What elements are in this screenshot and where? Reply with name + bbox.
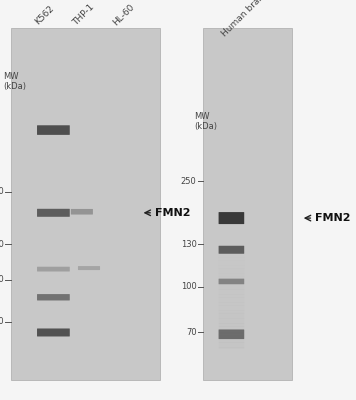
Text: 130: 130 [180,240,197,249]
Text: MW
(kDa): MW (kDa) [4,72,27,91]
Text: Human brain: Human brain [220,0,268,39]
Text: THP-1: THP-1 [72,2,96,27]
Text: K562: K562 [33,4,56,26]
FancyBboxPatch shape [37,328,70,336]
Text: 100: 100 [0,275,4,284]
FancyBboxPatch shape [71,209,93,214]
FancyBboxPatch shape [37,267,70,272]
Text: 70: 70 [186,328,197,337]
Text: 130: 130 [0,240,4,249]
FancyBboxPatch shape [203,28,292,380]
FancyBboxPatch shape [219,330,244,339]
FancyBboxPatch shape [219,279,244,284]
FancyBboxPatch shape [37,294,70,300]
Text: FMN2: FMN2 [155,208,190,218]
FancyBboxPatch shape [37,125,70,135]
FancyBboxPatch shape [11,28,160,380]
FancyBboxPatch shape [219,246,244,254]
Text: 100: 100 [181,282,197,291]
Text: 250: 250 [0,187,4,196]
Text: FMN2: FMN2 [315,213,351,223]
FancyBboxPatch shape [219,212,244,224]
FancyBboxPatch shape [78,266,100,270]
FancyBboxPatch shape [37,209,70,217]
Text: 70: 70 [0,318,4,326]
Text: HL-60: HL-60 [111,2,136,27]
Text: MW
(kDa): MW (kDa) [194,112,217,131]
Text: 250: 250 [181,177,197,186]
